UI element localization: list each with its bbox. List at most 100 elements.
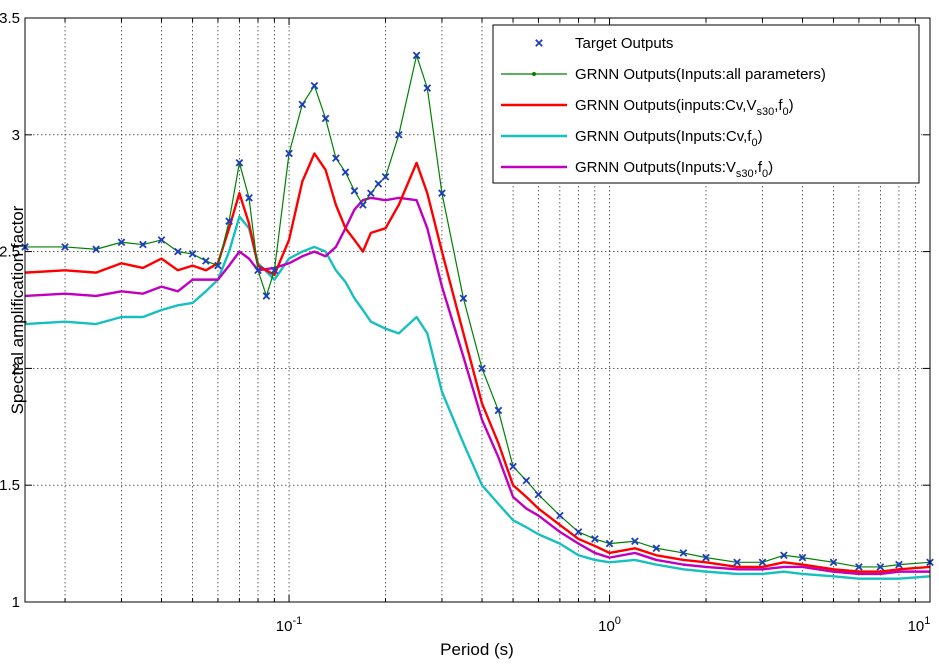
legend-label-suffix: ) <box>789 97 794 114</box>
target-output-marker <box>188 250 197 258</box>
series-layer <box>21 51 934 580</box>
target-output-marker <box>556 511 564 520</box>
legend-entry: GRNN Outputs(inputs:Cv,Vs30,f0) <box>501 97 794 118</box>
legend-label: GRNN Outputs(Inputs:Vs30,f0) <box>575 159 773 180</box>
legend-label-mid: ,f <box>774 97 783 114</box>
target-output-marker <box>92 245 100 254</box>
legend-dot-marker <box>532 72 536 76</box>
target-output-marker <box>829 558 838 567</box>
tick-labels: 11.522.533.510-1 100 101 <box>0 10 930 635</box>
target-output-marker <box>478 364 486 373</box>
target-output-marker <box>254 266 262 275</box>
x-tick-base: 10 <box>598 618 615 635</box>
plot-frame <box>24 17 931 603</box>
target-output-marker <box>438 189 446 198</box>
series-line <box>24 152 931 573</box>
target-output-marker <box>201 257 210 265</box>
target-output-marker <box>285 149 293 158</box>
legend-label: Target Outputs <box>575 35 673 52</box>
legend: Target Outputs GRNN Outputs(Inputs:all pa… <box>492 24 920 184</box>
x-tick-base: 10 <box>908 618 925 635</box>
target-output-marker <box>262 292 271 300</box>
x-axis-label: Period (s) <box>440 640 514 659</box>
x-tick-label: 100 <box>598 615 621 635</box>
target-output-marker <box>895 560 903 569</box>
target-output-marker <box>798 553 807 562</box>
target-output-marker <box>359 201 367 209</box>
series-0 <box>21 51 934 571</box>
series-4 <box>24 196 930 576</box>
legend-label-suffix: ) <box>768 159 773 176</box>
legend-label-sub2: 0 <box>762 168 768 180</box>
series-line <box>24 215 931 580</box>
target-output-marker <box>332 154 340 162</box>
target-output-marker <box>214 261 222 270</box>
target-output-marker <box>139 240 147 249</box>
x-tick-label: 10-1 <box>276 615 302 635</box>
target-output-marker <box>245 194 253 202</box>
legend-entry: Target Outputs <box>535 35 673 52</box>
target-output-marker <box>381 173 390 181</box>
legend-label-sub1: s30 <box>756 106 774 118</box>
legend-label-prefix: Target Outputs <box>575 35 673 52</box>
target-output-marker <box>459 294 468 303</box>
target-output-marker <box>310 81 319 90</box>
target-output-marker <box>61 243 69 251</box>
y-axis-label: Spectral amplification factor <box>8 205 27 414</box>
y-tick-label: 1.5 <box>0 477 20 494</box>
legend-target-marker <box>535 39 543 47</box>
legend-label-sub2: 0 <box>783 106 789 118</box>
legend-label: GRNN Outputs(Inputs:Cv,f0) <box>575 128 763 149</box>
x-tick-label: 101 <box>908 615 931 635</box>
target-output-marker <box>702 553 710 562</box>
x-tick-exponent: 0 <box>615 615 621 627</box>
legend-label: GRNN Outputs(inputs:Cv,Vs30,f0) <box>575 97 794 118</box>
target-output-marker <box>174 247 182 256</box>
target-output-marker <box>367 189 375 198</box>
series-2 <box>24 152 931 573</box>
target-output-marker <box>591 535 599 543</box>
target-output-marker <box>855 563 863 571</box>
target-output-marker <box>876 563 885 571</box>
x-tick-exponent: -1 <box>292 615 302 627</box>
legend-label-prefix: GRNN Outputs(Inputs:all parameters) <box>575 66 826 83</box>
target-output-marker <box>321 114 330 123</box>
target-output-marker <box>534 490 543 499</box>
target-output-marker <box>758 558 767 567</box>
target-output-marker <box>157 236 166 244</box>
target-output-marker <box>374 180 383 188</box>
target-output-marker <box>509 462 517 471</box>
target-output-marker <box>679 549 688 557</box>
target-output-marker <box>298 100 307 109</box>
target-output-marker <box>631 537 639 546</box>
target-output-marker <box>350 187 359 195</box>
y-tick-label: 1 <box>12 594 20 611</box>
legend-label: GRNN Outputs(Inputs:all parameters) <box>575 66 826 83</box>
series-line <box>24 196 930 576</box>
x-tick-exponent: 1 <box>924 615 930 627</box>
legend-label-prefix: GRNN Outputs(Inputs:Cv,f <box>575 128 752 145</box>
y-tick-label: 3 <box>12 127 20 144</box>
x-tick-base: 10 <box>276 618 293 635</box>
legend-label-sub1: 0 <box>751 137 757 149</box>
legend-entry: GRNN Outputs(Inputs:all parameters) <box>501 66 826 83</box>
legend-label-sub1: s30 <box>736 168 754 180</box>
target-output-marker <box>225 217 233 226</box>
target-output-marker <box>494 406 503 415</box>
y-tick-label: 2 <box>12 360 20 377</box>
legend-label-mid: ,f <box>754 159 763 176</box>
target-output-marker <box>117 238 126 247</box>
target-output-marker <box>652 544 661 553</box>
target-output-marker <box>574 528 583 536</box>
legend-label-prefix: GRNN Outputs(inputs:Cv,V <box>575 97 756 114</box>
y-tick-label: 3.5 <box>0 10 20 27</box>
target-output-marker <box>423 84 432 92</box>
legend-entry: GRNN Outputs(Inputs:Cv,f0) <box>501 128 763 149</box>
target-output-marker <box>733 558 741 567</box>
target-output-marker <box>605 539 614 548</box>
target-output-marker <box>780 551 788 560</box>
target-output-marker <box>235 158 244 167</box>
legend-label-mid: ) <box>758 128 763 145</box>
legend-label-prefix: GRNN Outputs(Inputs:V <box>575 159 736 176</box>
